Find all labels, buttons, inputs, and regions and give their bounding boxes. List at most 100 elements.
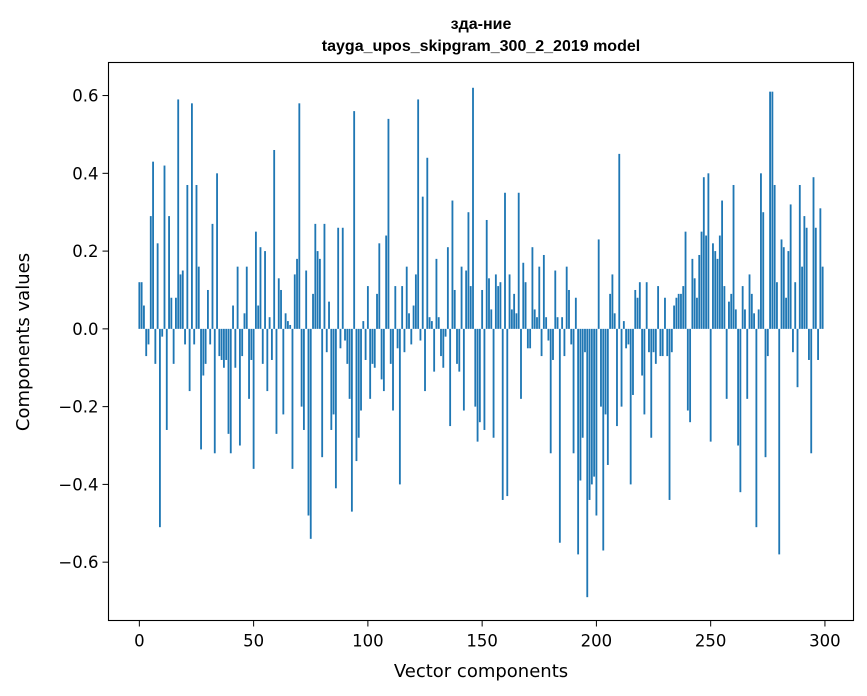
bar <box>412 305 415 329</box>
bar <box>712 243 714 329</box>
bar <box>748 274 751 329</box>
bar <box>424 328 426 392</box>
bar <box>451 200 454 329</box>
bar <box>401 286 404 329</box>
bar <box>545 317 548 329</box>
bar <box>723 286 726 329</box>
bar <box>430 321 433 329</box>
bar <box>197 266 200 329</box>
bar <box>207 289 209 329</box>
bar <box>481 289 484 329</box>
bar <box>730 293 733 329</box>
x-tick-label: 0 <box>134 632 145 651</box>
y-tick-label: 0.0 <box>72 320 98 339</box>
bar <box>792 328 794 353</box>
bar <box>673 305 676 329</box>
bar <box>254 231 257 329</box>
bar <box>284 313 287 329</box>
bar <box>540 328 543 357</box>
bar <box>810 328 813 454</box>
bar <box>709 328 712 442</box>
bar <box>211 223 214 329</box>
x-axis-label: Vector components <box>394 661 568 682</box>
bar <box>392 328 394 411</box>
y-tick-label: 0.4 <box>72 164 98 183</box>
bar <box>586 328 589 598</box>
bar <box>666 328 669 357</box>
bar <box>536 317 538 329</box>
bar <box>746 328 749 399</box>
bar <box>776 282 778 329</box>
bar <box>168 216 170 329</box>
bar <box>204 328 207 364</box>
bar <box>595 328 598 516</box>
bar <box>252 328 255 469</box>
y-tick-label: 0.2 <box>72 242 98 261</box>
bar <box>408 313 410 329</box>
bar <box>750 293 753 329</box>
bar <box>179 274 182 329</box>
bar <box>620 328 623 407</box>
bar <box>191 103 193 329</box>
bar <box>531 247 534 329</box>
bar <box>270 328 273 360</box>
bar <box>435 258 438 329</box>
bar <box>501 328 504 500</box>
bar <box>814 227 817 329</box>
bar <box>241 328 244 357</box>
bar <box>769 91 771 329</box>
bar <box>698 254 701 329</box>
bar <box>474 328 477 407</box>
bar <box>648 328 650 353</box>
bar <box>632 328 634 395</box>
bar <box>725 328 728 399</box>
bar <box>753 313 756 329</box>
y-tick-label: −0.6 <box>58 553 98 572</box>
bar <box>677 293 680 329</box>
bar <box>437 317 440 329</box>
bar <box>227 328 230 434</box>
y-axis-label: Components values <box>13 253 34 431</box>
bar <box>318 258 321 329</box>
bar <box>376 293 378 329</box>
bar <box>570 328 573 345</box>
bar <box>812 177 815 329</box>
bar <box>309 328 312 539</box>
bar <box>634 289 637 329</box>
bar <box>597 239 600 329</box>
bar <box>165 328 168 430</box>
bar <box>581 328 584 438</box>
bar <box>563 328 566 357</box>
bar <box>323 223 326 329</box>
bar <box>348 328 351 399</box>
bar <box>494 274 497 329</box>
bar <box>469 286 472 329</box>
bar <box>362 321 365 329</box>
bar <box>524 282 527 329</box>
bar <box>622 321 625 329</box>
bar <box>517 192 520 329</box>
bar <box>353 111 356 329</box>
bars-group <box>138 87 824 598</box>
bar <box>664 297 666 329</box>
bar <box>670 328 673 353</box>
bar <box>520 328 522 399</box>
bar <box>346 328 349 364</box>
bar <box>442 328 445 368</box>
bar <box>225 328 228 360</box>
bar <box>590 328 593 485</box>
bar <box>561 317 564 329</box>
bar <box>161 328 164 337</box>
bar <box>163 165 166 329</box>
bar <box>250 328 253 360</box>
bar <box>609 293 612 329</box>
bar <box>755 328 758 528</box>
bar <box>739 328 742 493</box>
bar <box>220 328 223 360</box>
bar <box>175 297 177 329</box>
bar <box>554 270 557 329</box>
bar <box>195 184 198 329</box>
bar <box>222 328 225 368</box>
bar <box>234 328 237 368</box>
